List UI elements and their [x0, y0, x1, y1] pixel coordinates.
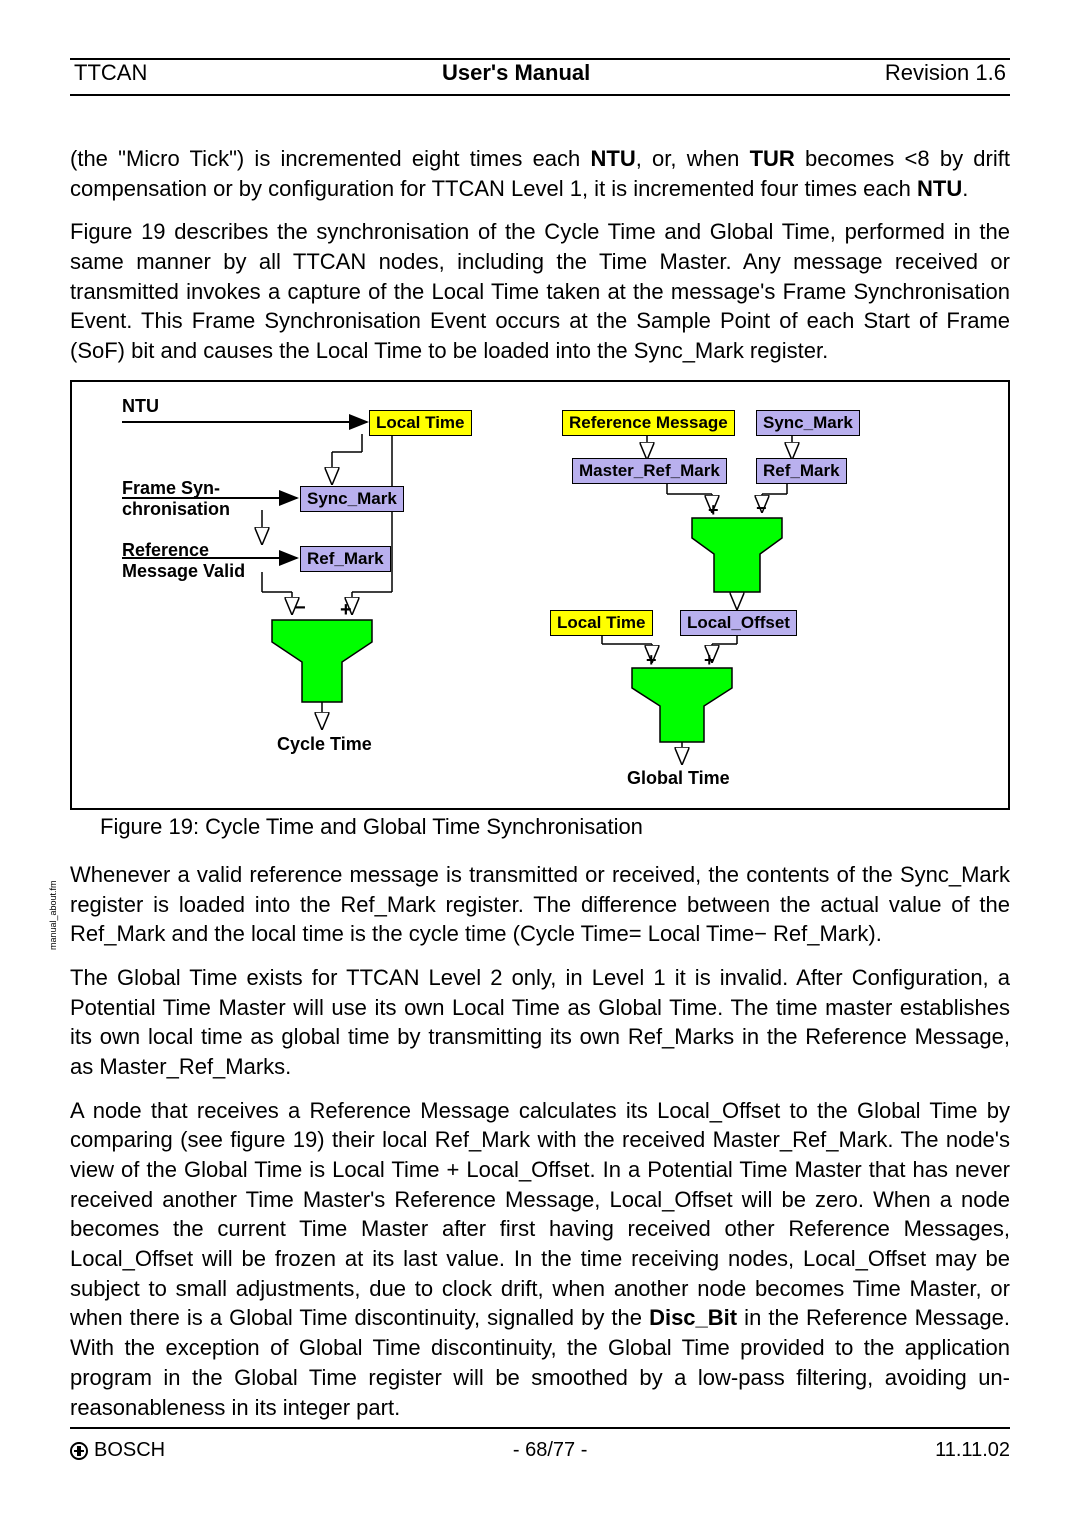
side-filename: manual_about.fm	[48, 880, 58, 950]
header-center: User's Manual	[442, 60, 590, 86]
box-local-time-1: Local Time	[369, 410, 472, 436]
label-ntu: NTU	[122, 396, 159, 417]
label-frame-sync: Frame Syn- chronisation	[122, 478, 230, 520]
box-sync-mark-2: Sync_Mark	[756, 410, 860, 436]
svg-text:+: +	[704, 650, 715, 670]
footer-page: - 68/77 -	[513, 1439, 587, 1462]
label-global-time: Global Time	[627, 768, 730, 789]
box-ref-mark-2: Ref_Mark	[756, 458, 847, 484]
paragraph-3: Whenever a valid reference message is tr…	[70, 860, 1010, 949]
footer-date: 11.11.02	[935, 1439, 1010, 1462]
label-ref-msg-valid: Reference Message Valid	[122, 540, 245, 582]
label-cycle-time: Cycle Time	[277, 734, 372, 755]
box-local-time-2: Local Time	[550, 610, 653, 636]
svg-text:+: +	[340, 599, 352, 621]
footer-brand-text: BOSCH	[94, 1439, 165, 1462]
paragraph-4: The Global Time exists for TTCAN Level 2…	[70, 963, 1010, 1082]
page-footer: BOSCH - 68/77 - 11.11.02	[70, 1427, 1010, 1462]
box-ref-message: Reference Message	[562, 410, 735, 436]
figure-19: − + + −	[70, 380, 1010, 810]
svg-text:+: +	[708, 500, 719, 520]
svg-text:−: −	[756, 498, 767, 518]
footer-brand: BOSCH	[70, 1439, 165, 1462]
figure-caption: Figure 19: Cycle Time and Global Time Sy…	[100, 814, 1010, 840]
content: (the "Micro Tick") is incremented eight …	[70, 96, 1010, 1422]
paragraph-1: (the "Micro Tick") is incremented eight …	[70, 144, 1010, 203]
box-master-ref-mark: Master_Ref_Mark	[572, 458, 727, 484]
box-sync-mark-1: Sync_Mark	[300, 486, 404, 512]
page-header: TTCAN User's Manual Revision 1.6	[70, 58, 1010, 96]
bosch-logo-icon	[70, 1442, 88, 1460]
figure-svg: − + + −	[72, 382, 1008, 808]
svg-text:+: +	[646, 650, 657, 670]
header-right: Revision 1.6	[885, 60, 1006, 86]
header-left: TTCAN	[74, 60, 147, 86]
paragraph-2: Figure 19 describes the synchronisation …	[70, 217, 1010, 365]
box-local-offset: Local_Offset	[680, 610, 797, 636]
box-ref-mark-1: Ref_Mark	[300, 546, 391, 572]
paragraph-5: A node that receives a Reference Message…	[70, 1096, 1010, 1423]
svg-text:−: −	[294, 597, 306, 619]
